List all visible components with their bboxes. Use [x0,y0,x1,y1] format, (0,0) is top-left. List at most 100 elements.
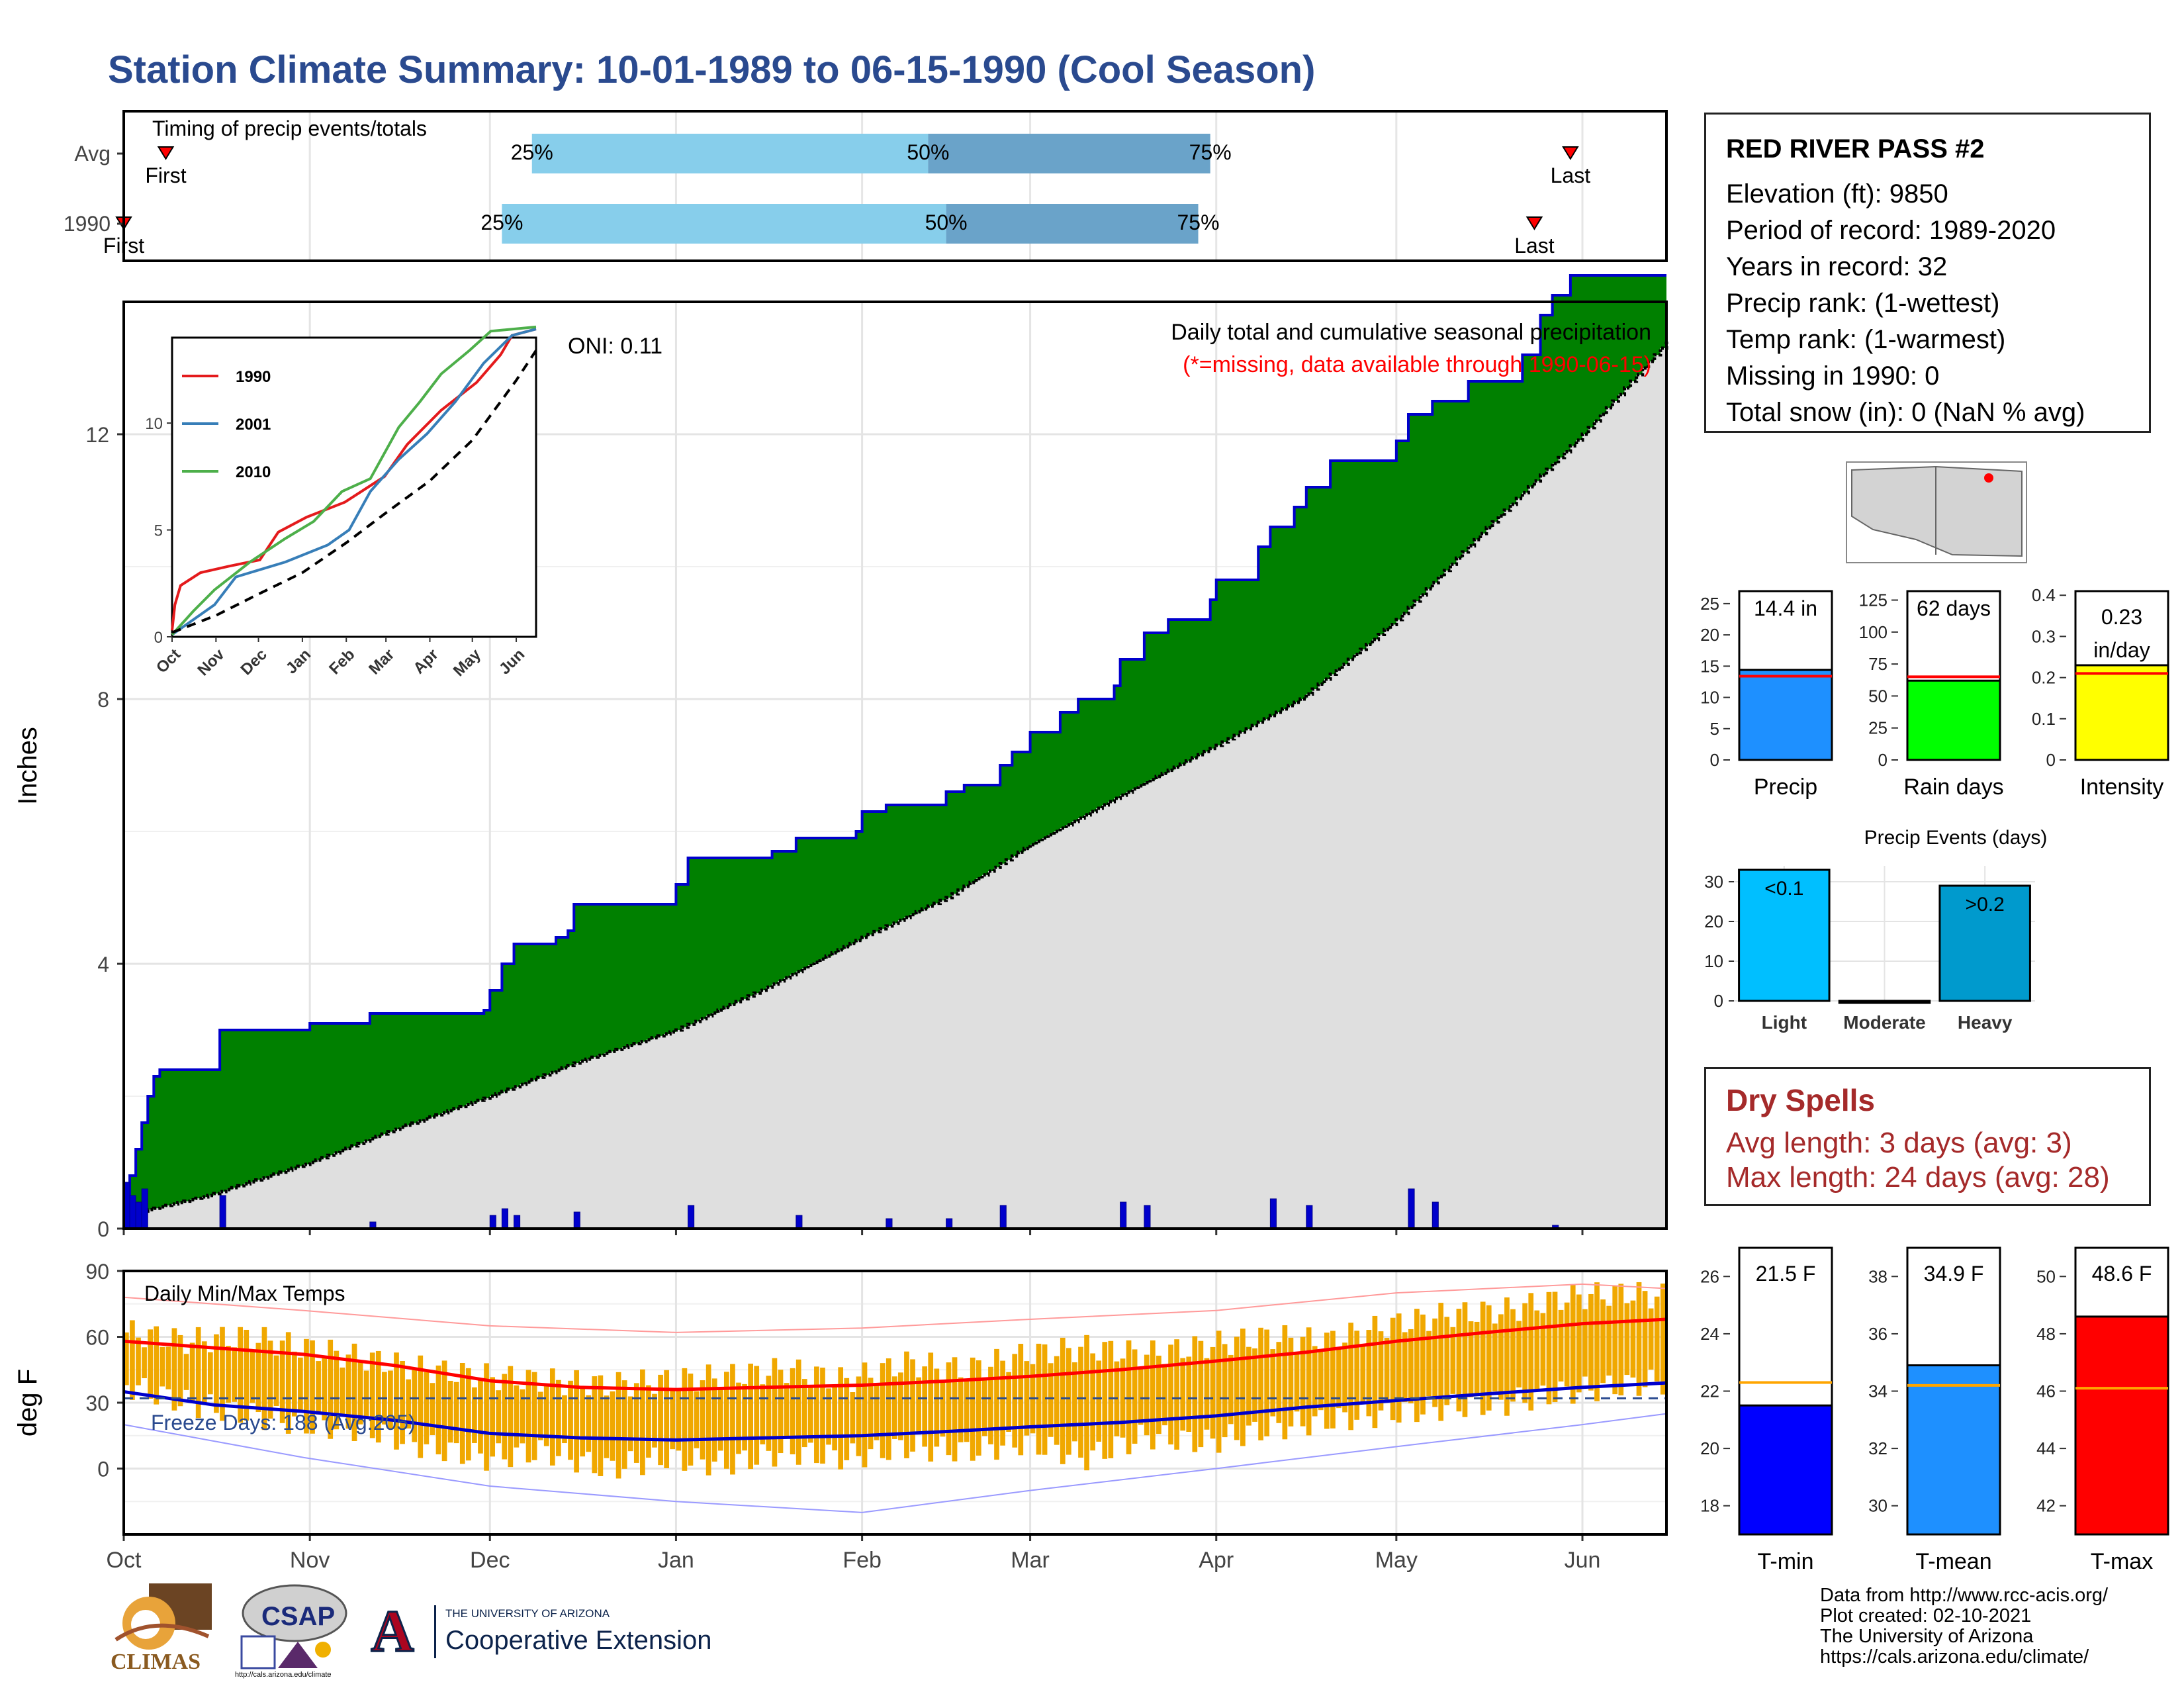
temps-daily-bar [790,1368,796,1455]
temps-daily-bar [1000,1360,1005,1446]
temps-daily-bar [922,1366,928,1447]
temps-daily-bar [357,1362,363,1425]
temps-daily-bar [201,1341,207,1405]
precip-average-line [124,342,1668,1217]
temps-daily-bar [1582,1309,1588,1377]
station-snow: Total snow (in): 0 (NaN % avg) [1726,398,2085,427]
temps-daily-bar [952,1357,958,1462]
temps-daily-bar [226,1346,231,1403]
summary-precip-ytick-label: 0 [1710,750,1719,770]
summary-rain-days-ytick-label: 100 [1859,622,1888,642]
temps-daily-bar [388,1370,393,1429]
temps-daily-bar [508,1366,514,1468]
temps-daily-bar [1198,1340,1204,1448]
temps-daily-bar [310,1340,315,1434]
precip-daily-bar [1432,1201,1439,1229]
temps-daily-bar [1240,1329,1246,1446]
station-info-box: RED RIVER PASS #2 Elevation (ft): 9850 P… [1704,113,2151,433]
temps-daily-bar [183,1354,189,1390]
temps-daily-bar [717,1389,723,1451]
temps-daily-bar [1108,1340,1114,1458]
station-location-marker [1984,473,1993,483]
temp-summary-t-min-value-bar [1738,1404,1833,1536]
precip-daily-bar [489,1215,496,1229]
station-years: Years in record: 32 [1726,252,1948,281]
summary-intensity-ytick-label: 0 [2046,750,2056,770]
temps-daily-bar [298,1357,303,1413]
temps-daily-bar [562,1395,567,1444]
timing-title: Timing of precip events/totals [152,117,427,140]
timing-bar-q25-q50-Avg [531,134,929,173]
temps-daily-bar [574,1370,579,1473]
precip-ytick-label-4: 4 [97,953,109,976]
events-bar-moderate [1838,1000,1931,1004]
temps-daily-bar [586,1395,592,1452]
ua-logo-small: THE UNIVERSITY OF ARIZONA [445,1607,610,1620]
temps-xtick-label-Jan: Jan [658,1548,694,1573]
temps-daily-bar [874,1383,880,1440]
page-title: Station Climate Summary: 10-01-1989 to 0… [108,48,1316,91]
temps-daily-bar [1180,1358,1186,1431]
events-bar-label-light: <0.1 [1764,878,1803,900]
temp-summary-t-max-ytick-label: 50 [2036,1266,2056,1286]
precip-daily-bar [1120,1201,1127,1229]
precip-daily-bar [219,1195,226,1229]
temps-daily-bar [1462,1302,1468,1417]
inset-ytick-label-0: 0 [154,629,163,647]
precip-daily-bar [688,1205,695,1229]
temps-daily-bar [1294,1352,1300,1412]
temps-daily-bar [238,1327,244,1423]
temps-daily-bar [165,1346,171,1389]
temp-summary-t-max-ytick-label: 46 [2036,1382,2056,1401]
inset-series-line-2010 [171,325,537,636]
temps-daily-bar [1606,1305,1612,1376]
temps-daily-bar [1486,1305,1492,1411]
timing-label-75-1990: 75% [1177,211,1220,234]
summary-rain-days-value-label: 62 days [1917,596,1991,620]
temps-daily-bar [940,1380,946,1437]
temps-daily-bar [736,1382,741,1454]
temps-daily-bar [328,1339,334,1439]
summary-precip-ytick-label: 5 [1710,719,1719,739]
events-ytick-label-10: 10 [1704,951,1723,971]
temps-daily-bar [334,1350,340,1430]
temp-summary-t-min-ytick-label: 22 [1700,1382,1719,1401]
temps-daily-bar [375,1350,381,1443]
temps-daily-bar [1516,1321,1522,1387]
temps-tmin-avg-line [123,1381,1667,1442]
temps-daily-bar [1402,1332,1408,1403]
temps-daily-bar [1588,1293,1594,1391]
temps-daily-bar [435,1365,441,1455]
precip-daily-bar [1408,1188,1415,1229]
temps-daily-bar [148,1329,153,1399]
temp-summary-t-min-value-label: 21.5 F [1756,1262,1816,1286]
temps-daily-bar [1216,1331,1222,1453]
temps-daily-bar [1414,1309,1420,1423]
summary-precip-label: Precip [1754,774,1817,800]
temps-daily-bar [1102,1342,1108,1459]
temps-daily-bar [1522,1303,1528,1403]
timing-row-label-Avg: Avg [74,142,111,165]
climas-logo-text: CLIMAS [111,1650,201,1674]
temps-daily-bar [664,1370,670,1468]
temps-daily-bar [1246,1346,1251,1426]
temps-daily-bar [1264,1329,1270,1436]
temps-daily-bar [502,1374,508,1460]
precip-daily-bar [501,1208,508,1229]
temps-daily-bar [142,1347,147,1379]
temps-daily-bar [159,1346,165,1387]
summary-rain-days-label: Rain days [1903,774,2003,800]
temps-daily-bar [796,1359,801,1465]
temps-daily-bar [976,1360,981,1456]
temps-daily-bar [801,1379,807,1448]
csap-logo-text: CSAP [261,1602,336,1631]
temps-daily-bar [520,1389,525,1444]
temps-daily-bar [345,1354,351,1429]
precip-daily-bar [999,1205,1007,1229]
state-map [1846,461,2027,563]
temps-daily-bar [136,1337,141,1385]
timing-last-marker-Avg [1562,146,1579,160]
temps-daily-bar [880,1363,886,1458]
temps-ylabel: deg F [13,1369,42,1436]
timing-bar-q50-q75-1990 [946,204,1199,244]
